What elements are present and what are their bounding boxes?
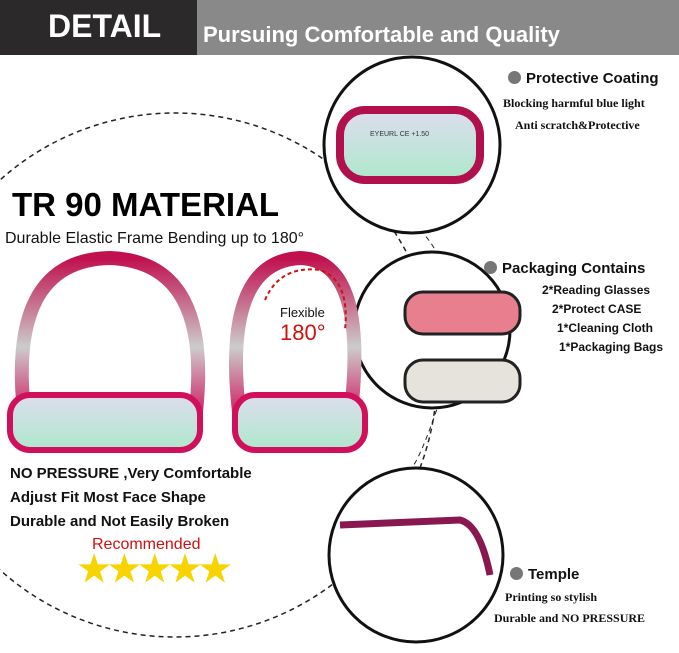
packaging-line-4: 1*Packaging Bags xyxy=(559,340,664,354)
detail-title-temple: Temple xyxy=(510,566,579,583)
feature-3: Durable and Not Easily Broken xyxy=(10,513,230,530)
star-icon: ★ xyxy=(138,548,171,589)
header-subtitle: Pursuing Comfortable and Quality xyxy=(203,22,560,47)
coating-line-2: Anti scratch&Protective xyxy=(515,118,640,132)
packaging-line-3: 1*Cleaning Cloth xyxy=(557,321,654,335)
header-dark-block xyxy=(0,0,197,55)
feature-1: NO PRESSURE ,Very Comfortable xyxy=(10,465,252,482)
temple-arm xyxy=(339,516,494,576)
bullet-icon xyxy=(510,567,523,580)
temple-line-1: Printing so stylish xyxy=(505,590,598,604)
bullet-icon xyxy=(484,261,497,274)
feature-2: Adjust Fit Most Face Shape xyxy=(10,489,206,506)
detail-title-packaging: Packaging Contains xyxy=(484,260,645,277)
header-gray-block xyxy=(197,0,679,55)
recommended-label: Recommended xyxy=(92,536,201,553)
coating-lens xyxy=(336,106,484,184)
material-heading: TR 90 MATERIAL xyxy=(12,186,280,223)
star-icon: ★ xyxy=(78,548,110,589)
flex-label: Flexible xyxy=(280,305,325,320)
packaging-line-2: 2*Protect CASE xyxy=(552,302,642,316)
right-lens xyxy=(232,392,368,453)
star-icon: ★ xyxy=(108,548,140,589)
pink-case xyxy=(403,290,522,336)
white-case xyxy=(403,358,522,404)
bullet-icon xyxy=(508,71,521,84)
lens-print: EYEURL CE +1.50 xyxy=(370,131,430,138)
flex-angle: 180° xyxy=(280,320,326,345)
header-title: DETAIL xyxy=(48,8,162,44)
rating-stars: ★★★★★ xyxy=(78,548,231,590)
packaging-line-1: 2*Reading Glasses xyxy=(542,283,651,297)
flex-arrow xyxy=(264,268,347,331)
detail-title-coating: Protective Coating xyxy=(508,70,659,87)
left-lens xyxy=(7,392,203,453)
packaging-title: Packaging Contains xyxy=(502,260,646,277)
material-subheading: Durable Elastic Frame Bending up to 180° xyxy=(5,230,305,247)
glasses-right-rim xyxy=(229,250,362,427)
star-icon: ★ xyxy=(168,548,201,589)
coating-title: Protective Coating xyxy=(526,70,659,87)
star-icon: ★ xyxy=(199,548,231,589)
temple-circle xyxy=(327,466,505,644)
temple-line-2: Durable and NO PRESSURE xyxy=(494,611,646,625)
glasses-left-rim xyxy=(14,250,206,427)
temple-title: Temple xyxy=(528,566,580,583)
coating-line-1: Blocking harmful blue light xyxy=(503,96,645,110)
